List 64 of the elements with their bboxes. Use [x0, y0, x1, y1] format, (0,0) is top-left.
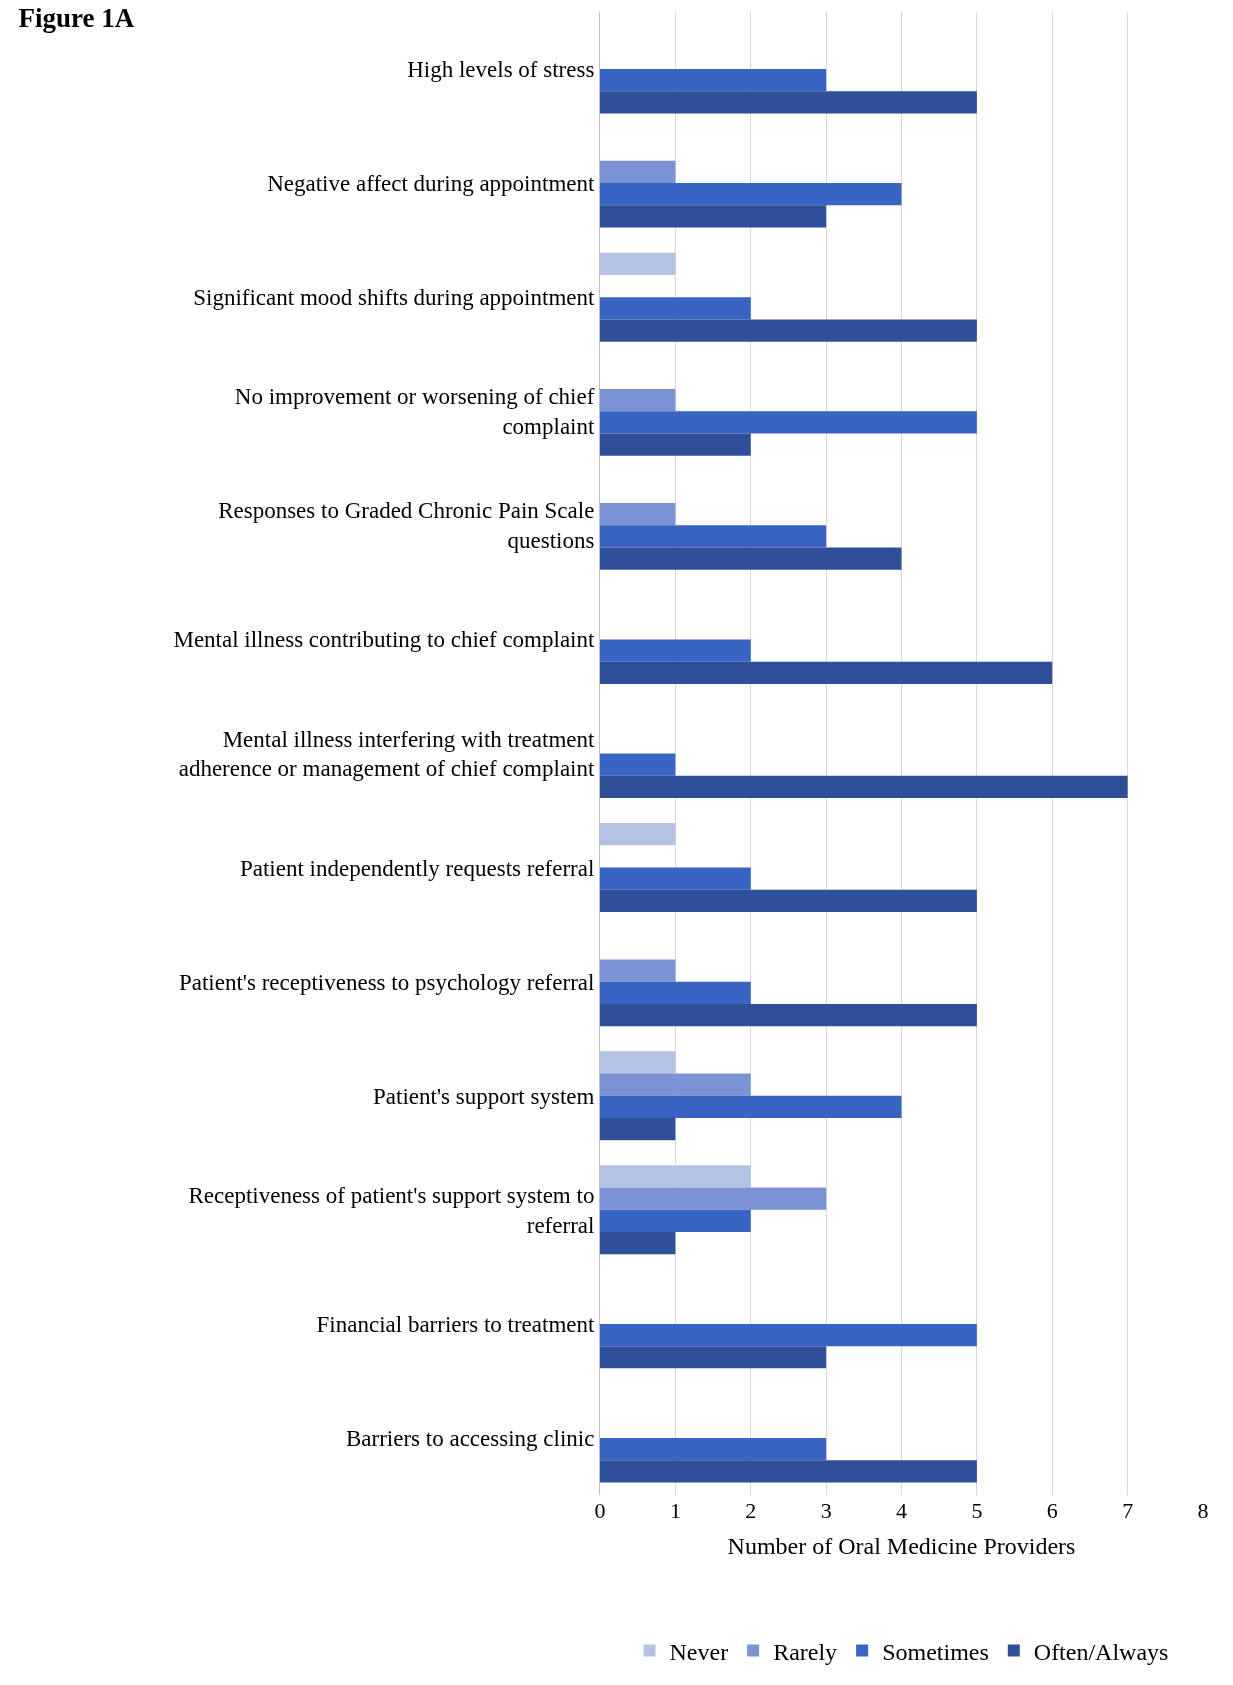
bar [600, 1232, 676, 1255]
bar [600, 319, 977, 342]
bar [600, 297, 751, 320]
bar [600, 1117, 676, 1141]
x-tick-label: 2 [745, 1498, 757, 1523]
y-tick-label: Barriers to accessing clinic [345, 1426, 595, 1452]
legend-label: Never [669, 1638, 729, 1665]
x-tick-label: 8 [1197, 1498, 1209, 1523]
bar [600, 981, 751, 1004]
bar [600, 639, 751, 662]
bar [600, 503, 676, 526]
y-tick-label: Patient independently requests referral [239, 855, 595, 881]
bar [600, 1165, 751, 1188]
y-tick-label: Mental illness interfering with treatment adherence or management of chief complaint [178, 726, 596, 782]
bar [600, 1095, 902, 1118]
bar [600, 661, 1053, 684]
x-tick-label: 1 [669, 1498, 681, 1523]
bar [600, 889, 977, 913]
y-tick-label: Patient's support system [373, 1083, 595, 1109]
bar [600, 433, 751, 456]
bar [600, 91, 977, 114]
bar [600, 1460, 977, 1483]
bar [600, 525, 827, 548]
bar [600, 1051, 676, 1074]
bar [600, 183, 902, 206]
x-tick-label: 4 [896, 1498, 907, 1523]
bar [600, 867, 751, 890]
y-tick-label: Negative affect during appointment [267, 171, 595, 197]
legend-label: Sometimes [882, 1638, 989, 1665]
bar [600, 547, 902, 570]
y-tick-label: Financial barriers to treatment [316, 1311, 596, 1337]
bar [600, 1073, 751, 1096]
bar [600, 1437, 827, 1461]
y-tick-label: Significant mood shifts during appointment [193, 285, 596, 311]
bar [600, 1003, 977, 1027]
bar [600, 959, 676, 982]
bar [600, 1323, 977, 1347]
bar [600, 823, 676, 846]
bar [600, 1187, 827, 1210]
x-tick-label: 0 [594, 1498, 606, 1523]
bar [600, 1346, 827, 1369]
bar [600, 252, 676, 275]
legend-label: Often/Always [1033, 1638, 1169, 1665]
x-tick-label: 5 [971, 1498, 983, 1523]
bar [600, 205, 827, 228]
x-tick-label: 7 [1122, 1498, 1134, 1523]
y-tick-label: Receptiveness of patient's support system to referral [188, 1182, 595, 1238]
bar [600, 160, 676, 184]
bar [600, 411, 977, 434]
bar [600, 389, 676, 412]
x-tick-label: 6 [1046, 1498, 1058, 1523]
text: Figure 1A [18, 3, 135, 34]
bar [600, 1209, 751, 1233]
x-tick-label: 3 [820, 1498, 832, 1523]
bar [600, 69, 827, 92]
y-tick-label: Mental illness contributing to chief complaint [173, 627, 595, 653]
y-tick-label: No improvement or worsening of chief complaint [234, 384, 595, 440]
bar [600, 753, 676, 776]
bar [600, 775, 1128, 798]
legend-label: Rarely [773, 1638, 838, 1665]
y-tick-label: Responses to Graded Chronic Pain Scale questions [218, 498, 595, 554]
y-tick-label: Patient's receptiveness to psychology referral [178, 969, 595, 995]
y-tick-label: High levels of stress [407, 57, 595, 83]
x-axis-title: Number of Oral Medicine Providers [727, 1533, 1076, 1560]
